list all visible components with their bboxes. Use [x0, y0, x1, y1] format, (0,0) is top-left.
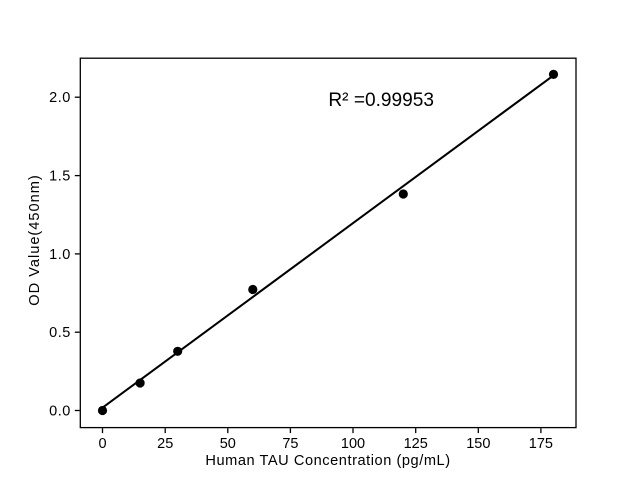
svg-text:50: 50	[220, 436, 236, 452]
svg-text:0.5: 0.5	[49, 325, 71, 341]
svg-text:125: 125	[404, 436, 428, 452]
svg-text:OD Value(450nm): OD Value(450nm)	[27, 174, 43, 306]
svg-text:25: 25	[157, 436, 173, 452]
svg-text:100: 100	[341, 436, 365, 452]
svg-text:175: 175	[529, 436, 553, 452]
svg-text:0.0: 0.0	[49, 404, 71, 420]
svg-text:75: 75	[282, 436, 298, 452]
svg-text:0: 0	[98, 436, 106, 452]
svg-text:150: 150	[466, 436, 490, 452]
svg-text:Human TAU Concentration (pg/mL: Human TAU Concentration (pg/mL)	[205, 453, 450, 469]
svg-text:1.0: 1.0	[49, 247, 71, 263]
svg-text:2.0: 2.0	[49, 90, 71, 106]
svg-text:R² =0.99953: R² =0.99953	[328, 90, 434, 111]
svg-text:1.5: 1.5	[49, 169, 71, 185]
